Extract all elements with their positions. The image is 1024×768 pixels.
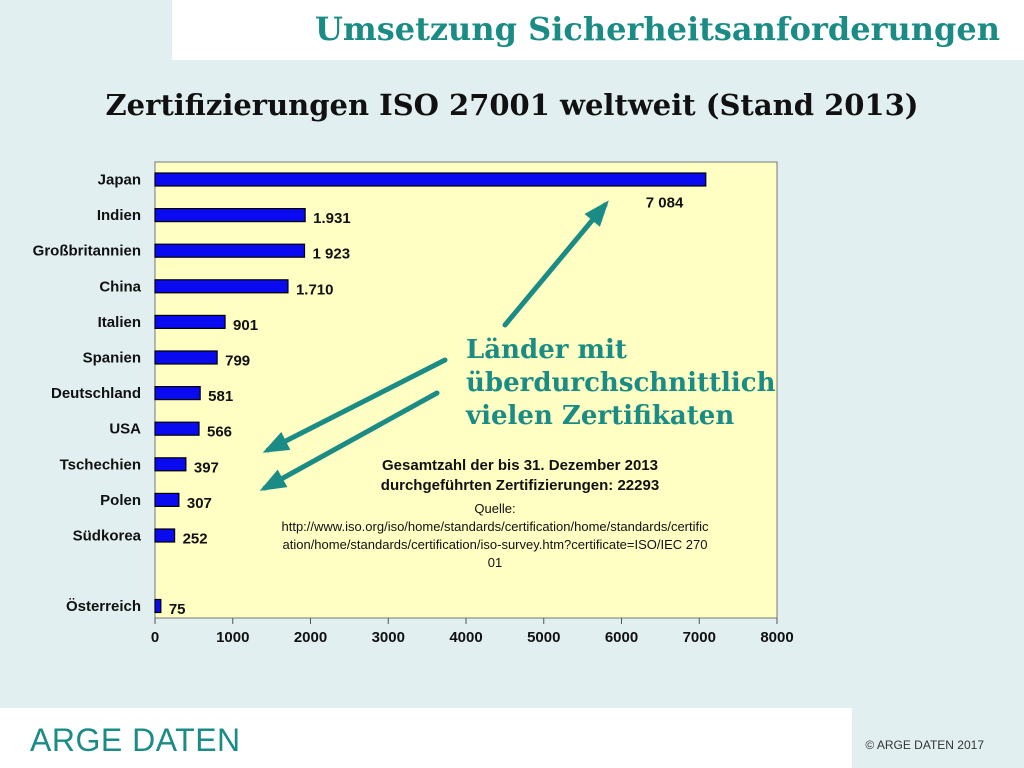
header-band [172,0,1024,60]
bar [154,457,187,472]
category-label: Italien [98,314,141,331]
arrow-head [262,432,291,453]
bar [154,492,180,507]
arrow-shaft [502,202,608,328]
value-label: 1 923 [313,246,351,263]
callout-line: überdurchschnittlich [466,368,776,398]
bar [154,421,200,436]
footer-copyright: © ARGE DATEN 2017 [865,738,984,752]
arrow-shaft [262,390,440,491]
slide-title: Umsetzung Sicherheitsanforderungen [314,10,1000,48]
callout-text: Länder mit überdurchschnittlich vielen Z… [466,334,776,433]
bar [154,172,707,187]
category-label: China [99,278,141,295]
source-label: Quelle: [474,501,516,516]
category-label: Spanien [83,350,141,367]
arrow-head [584,200,609,227]
x-tick-label: 0 [151,629,159,646]
x-tick-label: 3000 [372,629,405,646]
value-label: 307 [187,495,212,512]
bar [154,207,306,223]
total-note: Gesamtzahl der bis 31. Dezember 2013 dur… [330,456,710,496]
source-url: http://www.iso.org/iso/home/standards/ce… [281,519,709,570]
x-tick-label: 5000 [527,629,560,646]
x-tick-label: 4000 [449,629,482,646]
value-label: 581 [208,388,233,405]
value-label: 1.710 [296,281,334,298]
plot-area [154,161,778,619]
bar [154,243,306,258]
category-label: Tschechien [60,456,141,473]
value-label: 75 [169,601,186,618]
bar [154,386,201,401]
x-tick-label: 6000 [605,629,638,646]
bar [154,598,162,614]
value-label: 901 [233,317,258,334]
category-label: USA [109,421,141,438]
category-label: Deutschland [51,385,141,402]
bar [154,314,226,329]
value-label: 799 [225,353,250,370]
category-label: Südkorea [73,528,142,545]
x-tick-label: 7000 [683,629,716,646]
category-label: Polen [100,492,141,509]
total-note-line: Gesamtzahl der bis 31. Dezember 2013 [382,457,658,474]
x-tick-label: 8000 [760,629,793,646]
arrow-head [259,469,288,491]
category-label: Großbritannien [33,243,141,260]
value-label: 397 [194,459,219,476]
chart-title: Zertifizierungen ISO 27001 weltweit (Sta… [105,88,919,122]
value-label: 7 084 [646,195,684,212]
category-label: Indien [97,207,141,224]
arrow-shaft [265,357,448,453]
x-tick-label: 2000 [294,629,327,646]
category-label: Österreich [66,598,141,615]
x-tick-label: 1000 [216,629,249,646]
callout-line: vielen Zertifikaten [466,401,735,431]
value-label: 1.931 [313,210,351,227]
bar [154,350,218,365]
source-note: Quelle: http://www.iso.org/iso/home/stan… [280,500,710,572]
value-label: 252 [183,531,208,548]
callout-line: Länder mit [466,335,627,365]
bar [154,279,289,294]
value-label: 566 [207,424,232,441]
bar [154,528,176,543]
footer-band [0,708,852,768]
footer-logo: ARGE DATEN [30,722,241,758]
category-label: Japan [98,172,141,189]
total-note-line: durchgeführten Zertifizierungen: 22293 [380,477,660,494]
bar-chart: Japan 7 084 Indien 1.931 Großbritannien 1 923… [33,161,794,646]
